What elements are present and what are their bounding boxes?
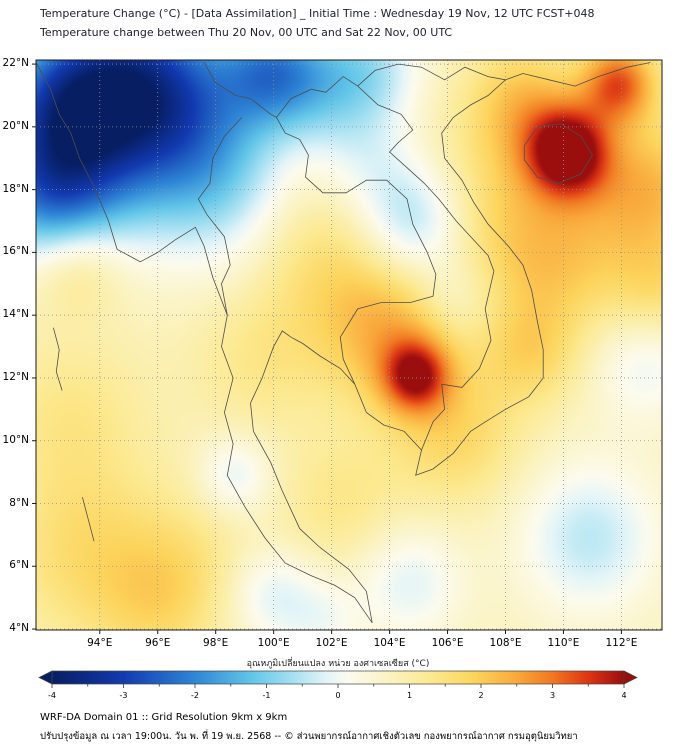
lon-tick-label: 112°E xyxy=(605,637,638,649)
lat-tick-label: 18°N xyxy=(2,182,29,195)
colorbar-tick-label: -2 xyxy=(191,691,199,700)
temperature-heatmap-canvas xyxy=(36,60,662,630)
lat-tick-label: 4°N xyxy=(9,622,29,635)
chart-title: Temperature Change (°C) - [Data Assimila… xyxy=(40,7,595,20)
colorbar-left-arrow xyxy=(38,670,53,685)
lat-tick-label: 22°N xyxy=(2,57,29,70)
lon-tick-label: 110°E xyxy=(547,637,580,649)
footer-update-info: ปรับปรุงข้อมูล ณ เวลา 19:00น. วัน พ. ที่… xyxy=(40,731,578,742)
lon-tick-label: 104°E xyxy=(373,637,406,649)
colorbar-tick-label: -3 xyxy=(119,691,128,700)
chart-subtitle: Temperature change between Thu 20 Nov, 0… xyxy=(40,26,453,39)
colorbar-right-arrow xyxy=(623,670,638,685)
lon-tick-label: 100°E xyxy=(257,637,290,649)
lat-tick-label: 16°N xyxy=(2,245,29,258)
lat-tick-label: 14°N xyxy=(2,308,29,321)
lon-tick-label: 102°E xyxy=(315,637,348,649)
colorbar-label: อุณหภูมิเปลี่ยนแปลง หน่วย องศาเซลเซียส (… xyxy=(246,659,430,669)
lat-tick-label: 6°N xyxy=(9,559,29,572)
colorbar xyxy=(38,670,638,688)
colorbar-tick-label: 2 xyxy=(478,691,484,700)
colorbar-tick-label: -4 xyxy=(48,691,56,700)
colorbar-tick-label: 1 xyxy=(406,691,413,700)
colorbar-tick-label: 4 xyxy=(621,691,627,700)
lat-tick-label: 8°N xyxy=(9,496,29,509)
lon-tick-label: 96°E xyxy=(145,637,171,649)
footer-domain-info: WRF-DA Domain 01 :: Grid Resolution 9km … xyxy=(40,712,288,723)
colorbar-tick-label: 0 xyxy=(335,691,341,700)
colorbar-tick-label: 3 xyxy=(549,691,556,700)
lon-tick-label: 106°E xyxy=(431,637,464,649)
colorbar-tick-label: -1 xyxy=(262,691,271,700)
lat-tick-label: 10°N xyxy=(2,433,29,446)
colorbar-gradient xyxy=(51,670,625,685)
lon-tick-label: 98°E xyxy=(203,637,229,649)
lat-tick-label: 20°N xyxy=(2,119,29,132)
lon-tick-label: 108°E xyxy=(489,637,522,649)
lat-tick-label: 12°N xyxy=(2,370,29,383)
lon-tick-label: 94°E xyxy=(87,637,113,649)
